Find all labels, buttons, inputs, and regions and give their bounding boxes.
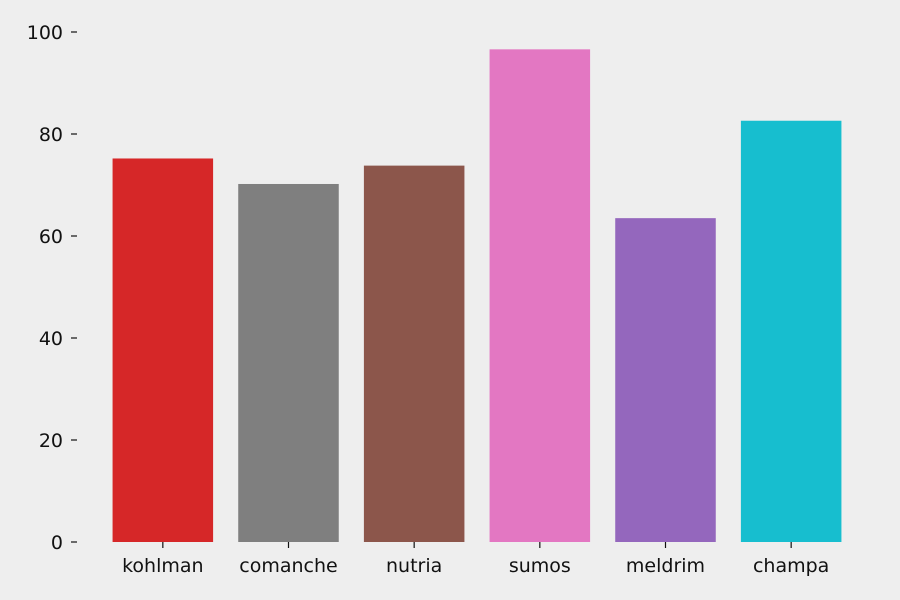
x-tick-label: comanche (239, 555, 337, 577)
y-tick-label: 60 (39, 226, 63, 248)
x-tick-label: nutria (386, 555, 442, 577)
bar-champa (740, 120, 842, 543)
y-axis: 0 20 40 60 80 100 (27, 22, 77, 554)
y-tick-label: 100 (27, 22, 63, 44)
bar-kohlman (112, 158, 214, 543)
x-tick-label: meldrim (626, 555, 705, 577)
x-tick-label: kohlman (122, 555, 203, 577)
y-tick-label: 0 (51, 532, 63, 554)
x-axis: kohlman comanche nutria sumos meldrim champa (122, 542, 829, 577)
bar-comanche (238, 183, 339, 543)
y-tick-label: 80 (39, 124, 63, 146)
y-tick-label: 40 (39, 328, 63, 350)
bar-nutria (363, 165, 465, 542)
x-tick-label: sumos (509, 555, 571, 577)
bar-sumos (489, 49, 591, 543)
bars-group (112, 49, 842, 543)
y-tick-label: 20 (39, 430, 63, 452)
bar-meldrim (615, 218, 716, 542)
x-tick-label: champa (753, 555, 829, 577)
